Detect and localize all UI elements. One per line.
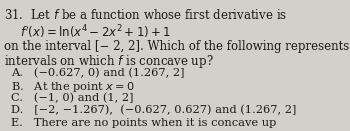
Text: C.   (−1, 0) and (1, 2]: C. (−1, 0) and (1, 2] xyxy=(10,93,133,103)
Text: on the interval [− 2, 2]. Which of the following represents all the: on the interval [− 2, 2]. Which of the f… xyxy=(4,40,350,53)
Text: B.   At the point $x = 0$: B. At the point $x = 0$ xyxy=(10,80,134,94)
Text: A.   (−0.627, 0) and (1.267, 2]: A. (−0.627, 0) and (1.267, 2] xyxy=(10,68,184,78)
Text: E.   There are no points when it is concave up: E. There are no points when it is concav… xyxy=(10,119,276,129)
Text: intervals on which $f$ is concave up?: intervals on which $f$ is concave up? xyxy=(4,53,214,70)
Text: $f'(x) = \ln(x^4 - 2x^2 + 1) + 1$: $f'(x) = \ln(x^4 - 2x^2 + 1) + 1$ xyxy=(20,24,171,41)
Text: 31.  Let $f$ be a function whose first derivative is: 31. Let $f$ be a function whose first de… xyxy=(4,8,287,22)
Text: D.   [−2, −1.267),  (−0.627, 0.627) and (1.267, 2]: D. [−2, −1.267), (−0.627, 0.627) and (1.… xyxy=(10,105,296,115)
